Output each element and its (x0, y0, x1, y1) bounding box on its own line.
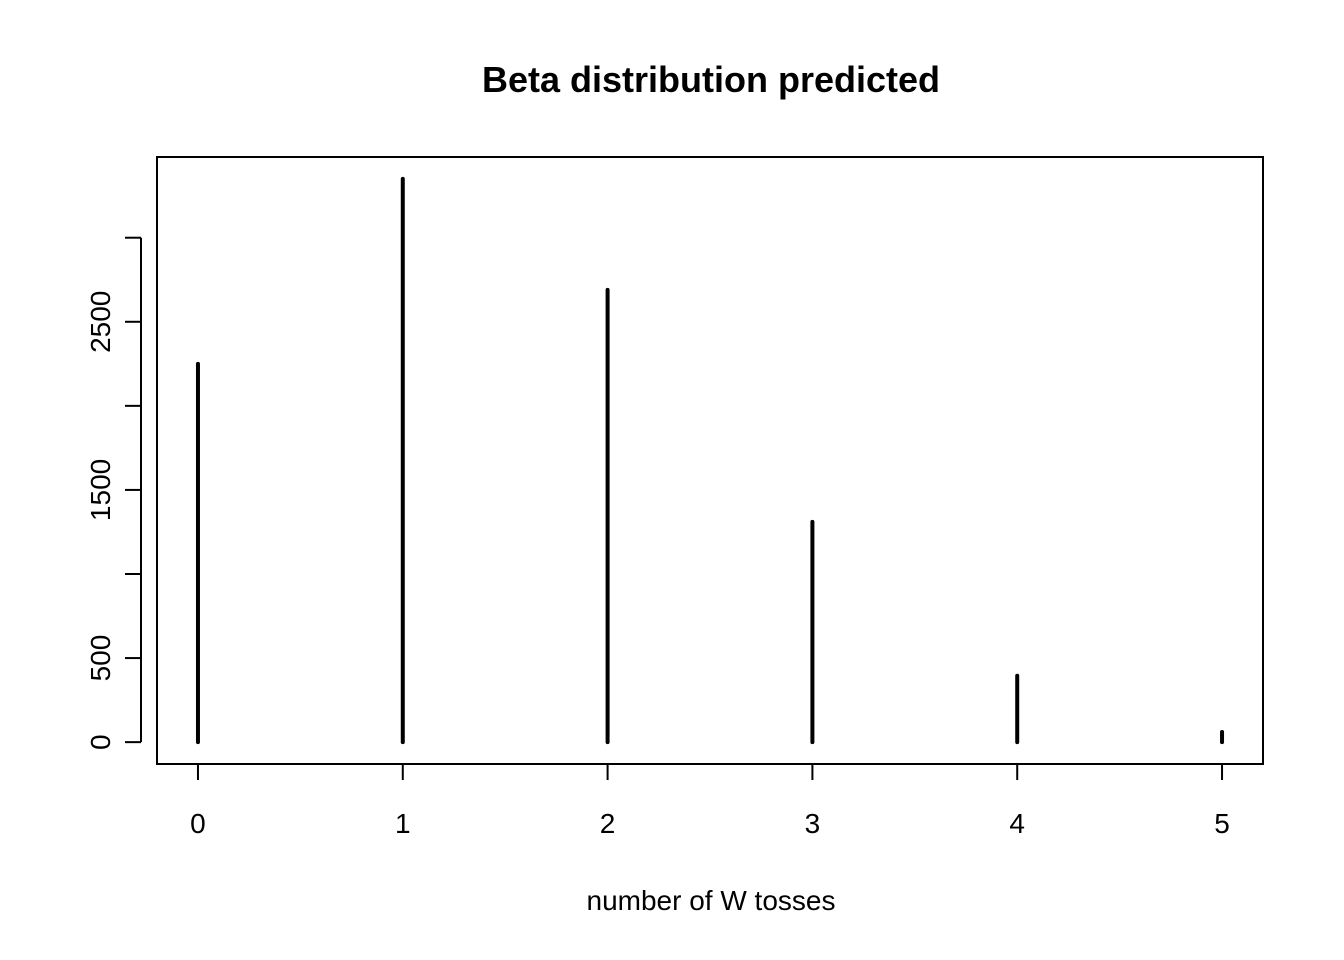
x-axis: 0 1 2 3 4 5 (190, 763, 1230, 839)
x-tick-label: 4 (1009, 808, 1025, 839)
y-tick-label: 500 (85, 635, 116, 682)
x-tick-label: 1 (395, 808, 411, 839)
y-tick-label: 1500 (85, 459, 116, 521)
y-axis: 0 500 1500 2500 (85, 236, 142, 750)
x-tick-label: 0 (190, 808, 206, 839)
chart-title: Beta distribution predicted (482, 59, 940, 100)
y-tick-label: 0 (85, 734, 116, 750)
y-tick-label: 2500 (85, 291, 116, 353)
x-axis-label: number of W tosses (587, 885, 836, 916)
x-tick-label: 3 (805, 808, 821, 839)
x-tick-label: 5 (1214, 808, 1230, 839)
x-tick-label: 2 (600, 808, 616, 839)
bars (195, 176, 1225, 745)
plot-frame (156, 156, 1264, 765)
